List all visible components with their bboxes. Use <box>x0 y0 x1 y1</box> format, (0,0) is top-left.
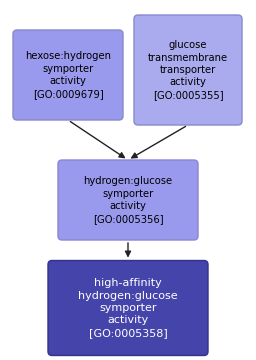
Text: hexose:hydrogen
symporter
activity
[GO:0009679]: hexose:hydrogen symporter activity [GO:0… <box>25 51 111 99</box>
Text: high-affinity
hydrogen:glucose
symporter
activity
[GO:0005358]: high-affinity hydrogen:glucose symporter… <box>78 278 178 338</box>
Text: glucose
transmembrane
transporter
activity
[GO:0005355]: glucose transmembrane transporter activi… <box>148 40 228 100</box>
Text: hydrogen:glucose
symporter
activity
[GO:0005356]: hydrogen:glucose symporter activity [GO:… <box>83 176 173 224</box>
FancyBboxPatch shape <box>13 30 123 120</box>
FancyBboxPatch shape <box>58 160 198 240</box>
FancyBboxPatch shape <box>134 15 242 125</box>
FancyBboxPatch shape <box>48 261 208 356</box>
